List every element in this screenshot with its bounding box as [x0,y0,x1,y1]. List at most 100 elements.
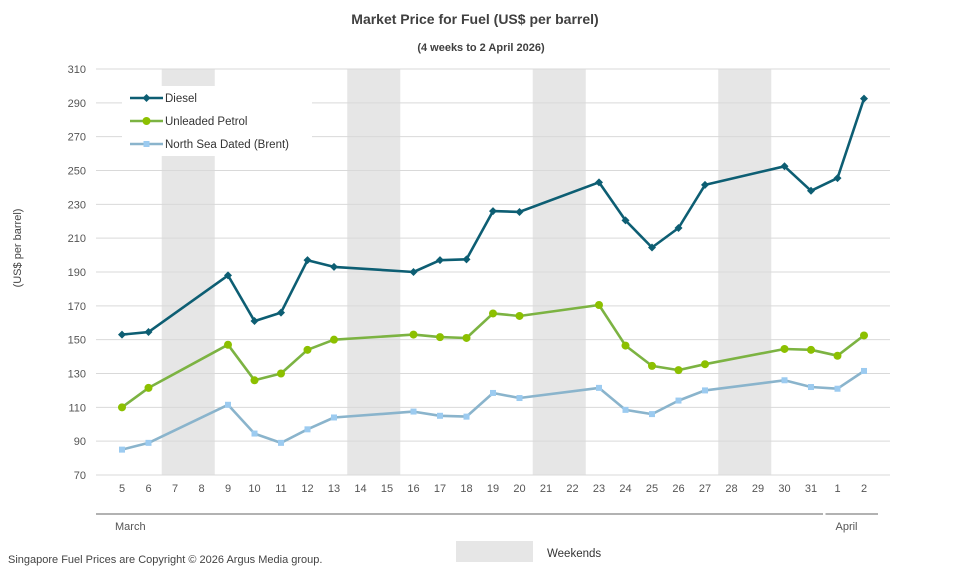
x-tick-label-16: 16 [407,483,419,495]
point-diesel-11 [277,308,285,317]
point-unleaded-petrol-5 [118,403,126,412]
y-tick-label-70: 70 [74,470,86,482]
x-tick-label-25: 25 [646,483,658,495]
point-north-sea-dated-brent-19 [490,389,496,396]
point-north-sea-dated-brent-24 [622,406,629,413]
point-north-sea-dated-brent-16 [410,408,417,415]
x-tick-label-5: 5 [119,483,125,495]
y-tick-label-150: 150 [68,335,86,347]
x-tick-label-27: 27 [699,483,711,495]
point-unleaded-petrol-13 [330,335,338,344]
point-north-sea-dated-brent-26 [675,397,682,404]
point-unleaded-petrol-24 [621,341,630,350]
point-north-sea-dated-brent-31 [808,384,814,391]
point-north-sea-dated-brent-18 [463,413,470,420]
x-tick-label-31: 31 [805,483,817,495]
legend-marker-north-sea-dated-brent [143,141,150,147]
x-tick-label-29: 29 [752,483,764,495]
point-north-sea-dated-brent-27 [702,387,708,394]
point-diesel-16 [409,268,418,276]
x-tick-label-11: 11 [275,483,286,495]
x-tick-label-9: 9 [225,483,231,495]
point-unleaded-petrol-27 [701,360,709,369]
point-unleaded-petrol-11 [277,369,285,378]
point-unleaded-petrol-19 [489,309,497,318]
x-tick-label-1: 1 [834,483,840,495]
point-north-sea-dated-brent-2 [861,367,867,374]
y-tick-label-110: 110 [68,402,86,414]
point-north-sea-dated-brent-20 [516,395,523,402]
x-tick-label-20: 20 [513,483,525,495]
y-tick-label-270: 270 [68,132,86,144]
point-unleaded-petrol-26 [674,366,683,375]
point-diesel-17 [436,256,444,265]
point-diesel-25 [648,243,656,252]
y-tick-label-90: 90 [74,436,86,448]
chart-title: Market Price for Fuel (US$ per barrel) [351,11,598,27]
x-tick-label-14: 14 [354,483,366,495]
point-diesel-5 [118,330,126,339]
point-diesel-9 [224,271,232,280]
point-diesel-27 [701,180,709,189]
month-label-march: March [115,521,146,533]
series-unleaded-petrol [118,300,868,412]
legend: Diesel Unleaded Petrol North Sea Dated (Br… [122,86,312,156]
point-north-sea-dated-brent-17 [437,412,443,419]
x-tick-label-19: 19 [487,483,499,495]
x-tick-label-23: 23 [593,483,605,495]
x-tick-label-30: 30 [778,483,790,495]
point-unleaded-petrol-23 [595,300,603,309]
point-diesel-30 [780,162,789,171]
point-diesel-12 [303,256,312,265]
point-north-sea-dated-brent-1 [834,385,841,392]
point-unleaded-petrol-17 [436,333,444,342]
series-north-sea-dated-brent [119,367,867,453]
x-tick-label-24: 24 [619,483,631,495]
point-north-sea-dated-brent-10 [251,430,258,437]
x-tick-label-26: 26 [672,483,684,495]
point-diesel-6 [144,328,153,337]
point-diesel-19 [489,207,497,216]
x-tick-label-18: 18 [460,483,472,495]
legend-marker-diesel [142,94,151,102]
x-tick-label-12: 12 [301,483,313,495]
y-axis-label: (US$ per barrel) [12,209,24,288]
point-unleaded-petrol-6 [144,383,153,392]
point-unleaded-petrol-1 [833,351,842,360]
point-unleaded-petrol-2 [860,331,868,340]
point-north-sea-dated-brent-5 [119,446,125,453]
point-diesel-13 [330,262,338,271]
y-tick-label-310: 310 [68,64,86,76]
copyright-footer: Singapore Fuel Prices are Copyright © 20… [8,554,322,566]
y-tick-label-210: 210 [68,233,86,245]
point-unleaded-petrol-12 [303,345,312,354]
x-tick-label-21: 21 [540,483,552,495]
x-tick-label-2: 2 [861,483,867,495]
point-north-sea-dated-brent-25 [649,411,655,418]
legend-label-north-sea-dated-brent: North Sea Dated (Brent) [165,139,289,151]
x-tick-label-6: 6 [145,483,151,495]
legend-marker-unleaded-petrol [142,117,151,125]
point-unleaded-petrol-10 [250,376,259,385]
y-tick-label-230: 230 [68,199,86,211]
series-diesel [118,94,868,339]
point-diesel-18 [462,255,471,264]
x-tick-label-8: 8 [198,483,204,495]
point-north-sea-dated-brent-23 [596,384,602,391]
point-diesel-24 [621,216,630,225]
point-diesel-10 [250,317,259,326]
y-tick-label-290: 290 [68,98,86,110]
point-diesel-26 [674,224,683,233]
gridlines [96,68,890,476]
point-unleaded-petrol-20 [515,311,524,320]
x-tick-label-22: 22 [566,483,578,495]
point-diesel-2 [860,94,868,103]
legend-label-unleaded-petrol: Unleaded Petrol [165,116,247,128]
x-tick-label-10: 10 [248,483,260,495]
point-north-sea-dated-brent-9 [225,401,231,408]
point-diesel-1 [833,174,842,183]
x-tick-label-28: 28 [725,483,737,495]
point-unleaded-petrol-18 [462,333,471,342]
